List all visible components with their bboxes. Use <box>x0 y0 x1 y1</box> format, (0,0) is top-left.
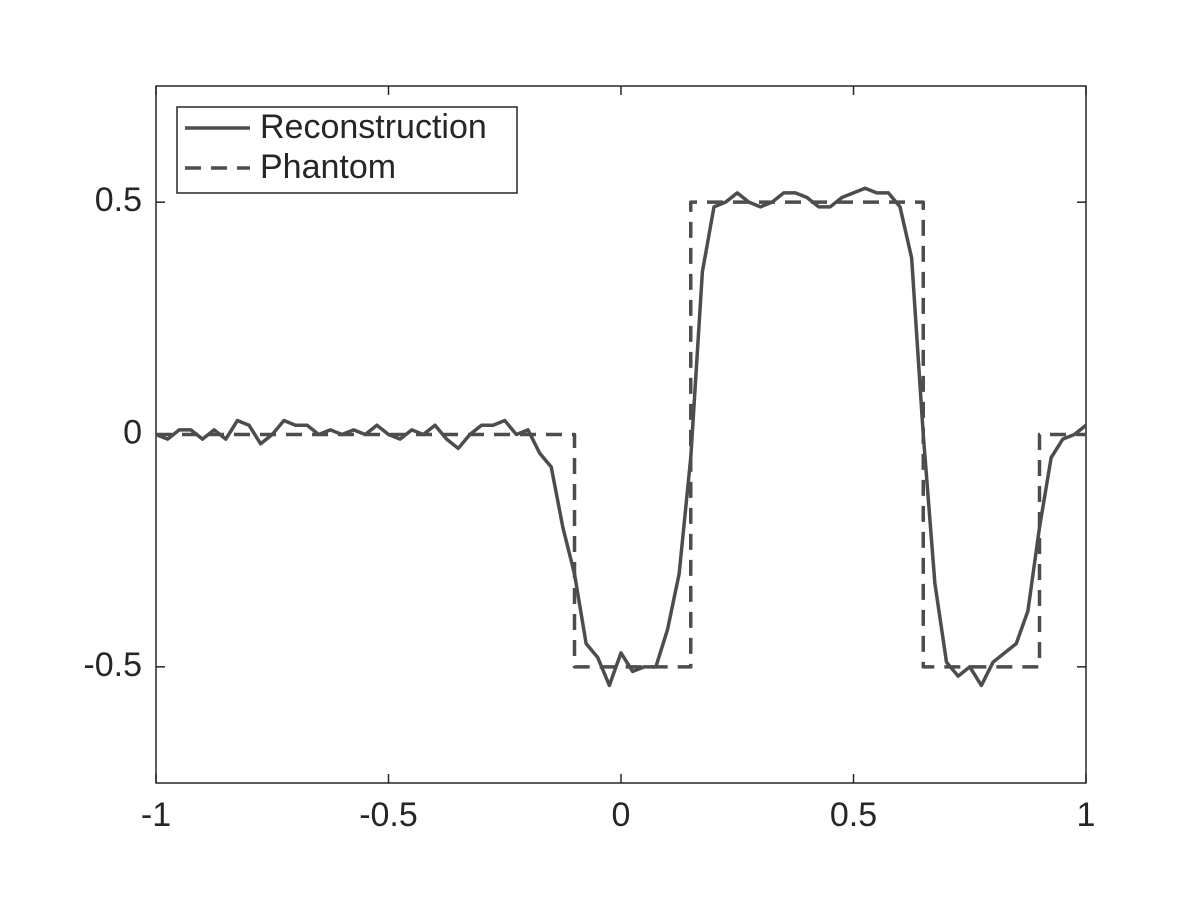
series-line <box>155 186 1088 688</box>
legend-box <box>176 106 518 194</box>
x-tick-label: 0.5 <box>830 796 877 834</box>
series-line <box>156 200 1086 669</box>
legend-label: Phantom <box>260 148 396 186</box>
x-tick-label: 0 <box>612 796 631 834</box>
x-tick-label: -0.5 <box>359 796 418 834</box>
x-tick-label: -1 <box>141 796 171 834</box>
y-tick-label: -0.5 <box>83 646 142 684</box>
x-tick-label: 1 <box>1077 796 1096 834</box>
legend-label: Reconstruction <box>260 108 487 146</box>
y-tick-label: 0.5 <box>95 181 142 219</box>
y-tick-label: 0 <box>123 413 142 451</box>
